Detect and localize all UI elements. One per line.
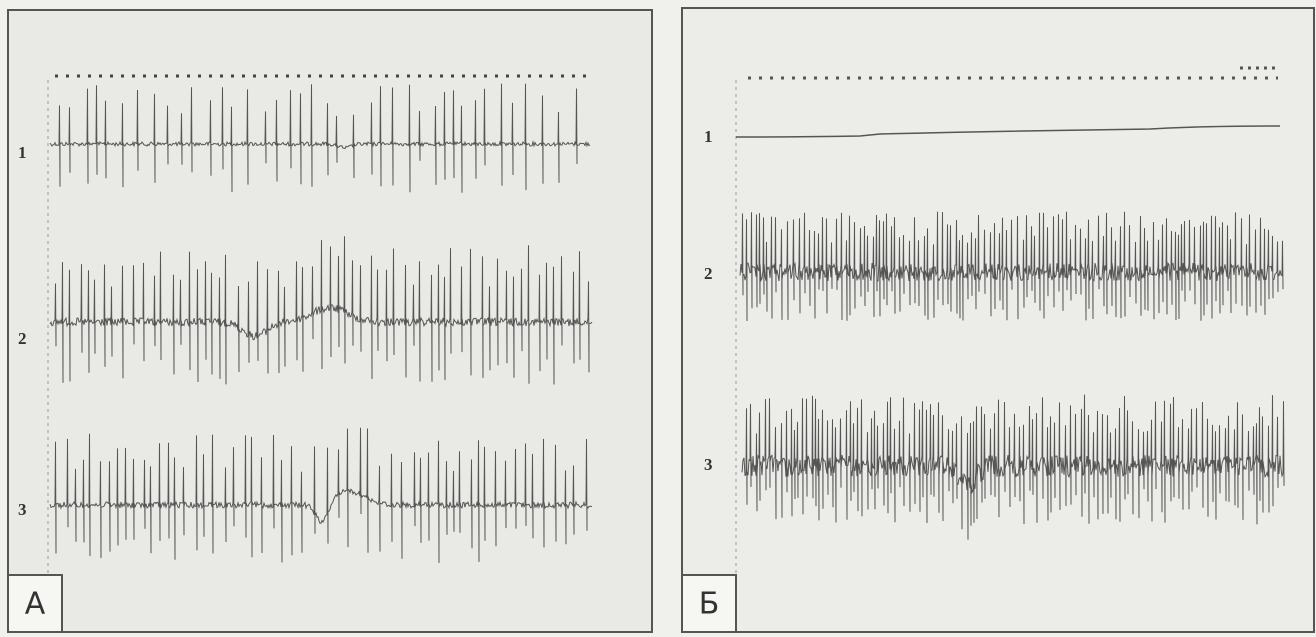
figure: А Б 1 2 3 1 2 3 bbox=[0, 0, 1316, 637]
trace-label: 2 bbox=[704, 264, 713, 283]
trace-label: 1 bbox=[18, 143, 27, 162]
trace-label: 2 bbox=[18, 329, 27, 348]
panel-frame bbox=[682, 8, 1314, 632]
trace-label: 3 bbox=[18, 500, 27, 519]
trace-label: 3 bbox=[704, 455, 713, 474]
panel-label: А bbox=[25, 587, 46, 622]
trace-label: 1 bbox=[704, 127, 713, 146]
panel-label: Б bbox=[699, 587, 720, 622]
